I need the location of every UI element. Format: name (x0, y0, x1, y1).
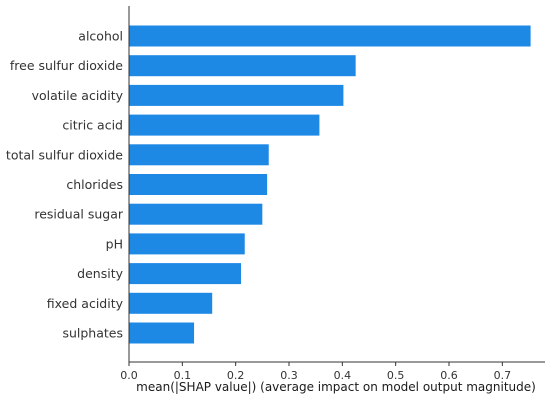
x-tick-label: 0.7 (494, 369, 512, 382)
bar-citric-acid (129, 114, 320, 136)
x-tick-label: 0.0 (120, 369, 138, 382)
category-label: chlorides (66, 177, 123, 192)
x-tick-label: 0.6 (440, 369, 458, 382)
bar-pH (129, 233, 245, 255)
x-tick-label: 0.3 (280, 369, 298, 382)
category-label: volatile acidity (32, 88, 124, 103)
bar-density (129, 263, 241, 285)
category-label: free sulfur dioxide (10, 58, 123, 73)
x-axis-label: mean(|SHAP value|) (average impact on mo… (136, 380, 536, 394)
category-label: pH (106, 236, 123, 251)
x-axis: 0.0 0.1 0.2 0.3 0.4 0.5 0.6 0.7 (120, 6, 545, 382)
bar-alcohol (129, 25, 531, 47)
x-tick-label: 0.1 (174, 369, 192, 382)
bar-volatile-acidity (129, 84, 344, 106)
bar-free-sulfur-dioxide (129, 55, 356, 77)
x-tick-label: 0.5 (387, 369, 405, 382)
category-label: fixed acidity (47, 296, 124, 311)
bar-sulphates (129, 322, 195, 344)
category-label: sulphates (62, 326, 123, 341)
bar-residual-sugar (129, 203, 263, 225)
x-tick-label: 0.2 (227, 369, 245, 382)
category-label: alcohol (78, 29, 123, 44)
category-label: density (77, 266, 123, 281)
x-tick-label: 0.4 (334, 369, 352, 382)
bar-fixed-acidity (129, 292, 213, 314)
bar-chlorides (129, 174, 268, 195)
category-label: residual sugar (34, 207, 124, 222)
category-labels: alcohol free sulfur dioxide volatile acidi… (6, 29, 124, 341)
bars-group (129, 25, 531, 344)
category-label: citric acid (62, 118, 123, 133)
category-label: total sulfur dioxide (6, 147, 123, 162)
bar-total-sulfur-dioxide (129, 144, 269, 166)
